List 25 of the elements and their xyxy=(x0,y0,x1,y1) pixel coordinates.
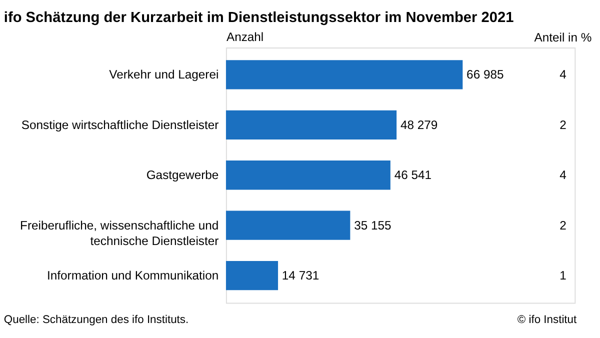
data-label: 46 541 xyxy=(394,168,432,182)
text: 2 xyxy=(560,218,567,232)
text: 1 xyxy=(560,268,567,282)
data-label: 35 155 xyxy=(354,218,392,232)
text: Anteil in % xyxy=(534,30,592,45)
bar xyxy=(226,160,390,190)
y-tick-label: Gastgewerbe xyxy=(146,168,219,182)
bar xyxy=(226,60,463,90)
x-axis-title: Anzahl xyxy=(226,30,264,44)
data-label: 14 731 xyxy=(282,268,320,282)
source-note: Quelle: Schätzungen des ifo Instituts. xyxy=(4,314,189,326)
bar xyxy=(226,110,397,140)
bar xyxy=(226,261,278,290)
bar xyxy=(226,210,350,240)
y-tick-label: Sonstige wirtschaftliche Dienstleister xyxy=(21,118,219,132)
y-tick-label: Freiberufliche, wissenschaftliche und technische Dienstleister xyxy=(20,218,219,248)
y-tick-label: Verkehr und Lagerei xyxy=(109,68,219,82)
text: 2 xyxy=(560,118,567,132)
chart-title: ifo Schätzung der Kurzarbeit im Dienstleistungssektor im November 2021 xyxy=(4,10,514,26)
data-label: 48 279 xyxy=(400,118,438,132)
y-tick-label: Information und Kommunikation xyxy=(47,268,219,282)
text: 4 xyxy=(560,168,567,182)
data-label: 66 985 xyxy=(466,68,504,82)
text: © ifo Institut xyxy=(517,314,578,326)
text: 4 xyxy=(560,68,567,82)
